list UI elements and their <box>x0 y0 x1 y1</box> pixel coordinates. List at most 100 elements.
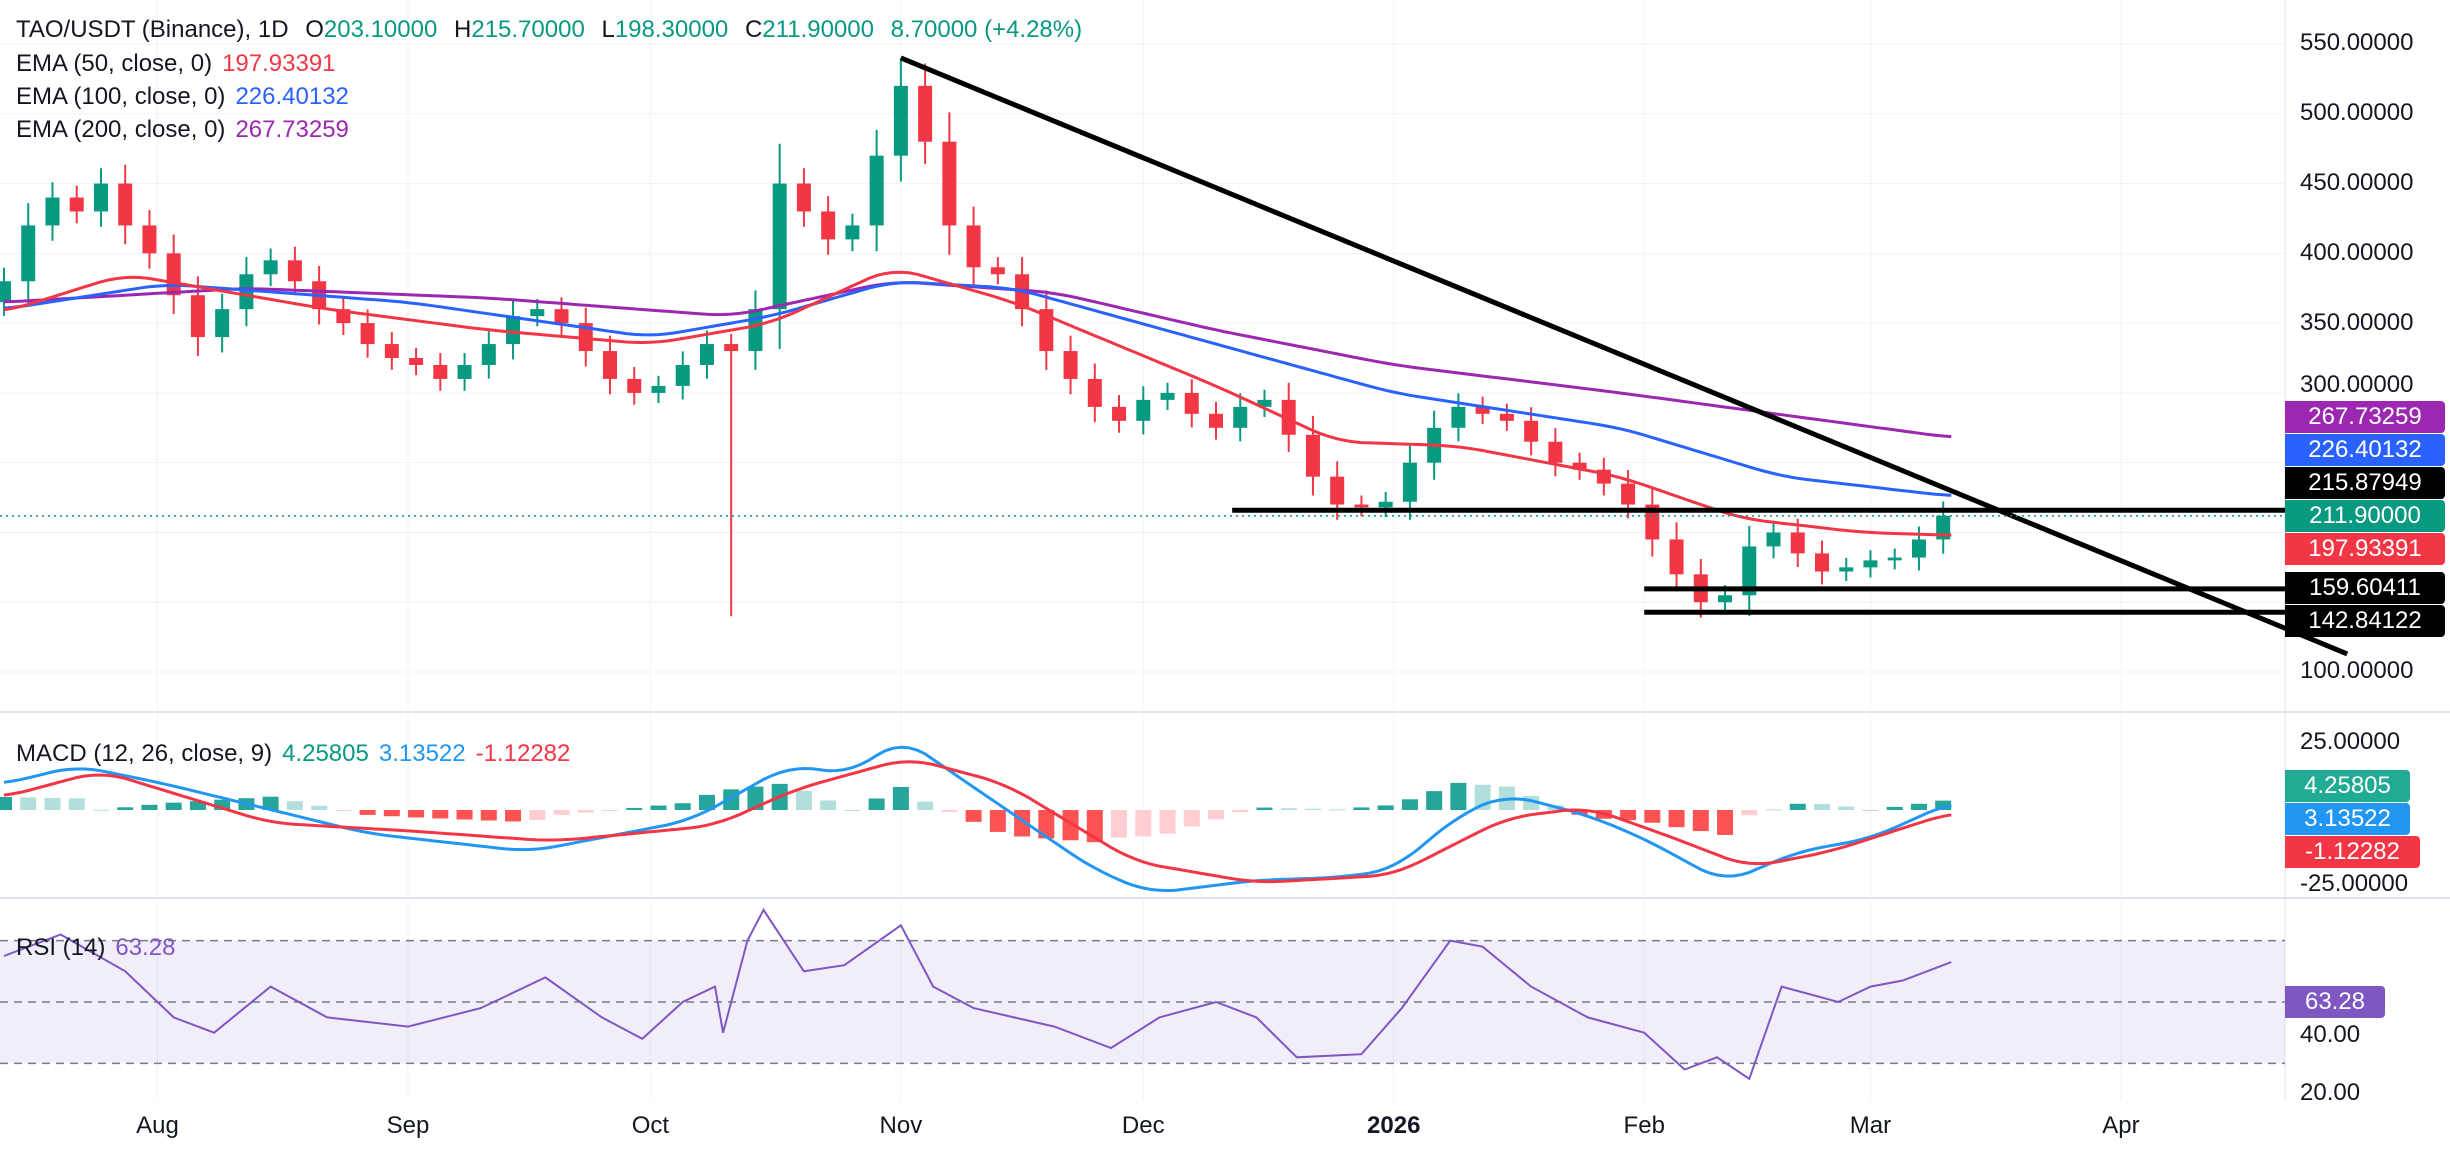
candle-body <box>142 225 157 254</box>
ema200-label: EMA (200, close, 0) <box>16 116 226 143</box>
macd-histogram-bar <box>1644 810 1661 823</box>
time-tick: Feb <box>1623 1112 1665 1139</box>
macd-histogram-bar <box>1789 803 1806 810</box>
candle-body <box>1039 309 1054 352</box>
time-tick: Sep <box>386 1112 430 1139</box>
macd-histogram-bar <box>553 810 570 815</box>
candle-body <box>1402 462 1417 502</box>
macd-histogram-bar <box>1862 810 1879 811</box>
low-label: L <box>601 16 615 43</box>
candle-body <box>21 225 36 282</box>
macd-histogram-bar <box>165 802 182 810</box>
ema200-line <box>3 281 1952 439</box>
macd-histogram-bar <box>1620 810 1637 821</box>
change-value: 8.70000 (+4.28%) <box>890 16 1083 43</box>
macd-histogram-bar <box>1935 800 1952 810</box>
macd-histogram-bar <box>1814 804 1830 810</box>
candle-body <box>1742 546 1757 596</box>
ema200-legend[interactable]: EMA (200, close, 0) 267.73259 <box>16 116 359 144</box>
open-value: 203.10000 <box>323 16 438 43</box>
candle-body <box>772 183 787 310</box>
macd-histogram-bar <box>68 798 85 810</box>
price-tick: 300.00000 <box>2300 371 2414 398</box>
rsi-badge: 63.28 <box>2285 986 2385 1018</box>
candle-body <box>1257 399 1272 407</box>
price-tick: 100.00000 <box>2300 657 2414 684</box>
macd-histogram-bar <box>92 809 109 811</box>
macd-histogram-bar <box>1183 810 1200 827</box>
ema100-value: 226.40132 <box>235 83 349 110</box>
symbol-legend: TAO/USDT (Binance), 1D O203.10000 H215.7… <box>16 16 1092 44</box>
candle-body <box>699 344 714 365</box>
candle-body <box>1330 476 1345 505</box>
ema100-legend[interactable]: EMA (100, close, 0) 226.40132 <box>16 83 359 111</box>
candle-body <box>1087 378 1102 407</box>
candle-body <box>845 225 860 240</box>
macd-histogram-bar <box>1450 782 1467 810</box>
macd-histogram-bar <box>892 786 909 810</box>
candle-body <box>1887 557 1902 561</box>
candle-body <box>1572 462 1587 470</box>
rsi-tick: 20.00 <box>2300 1079 2361 1106</box>
close-label: C <box>744 16 763 43</box>
time-tick: Apr <box>2102 1112 2140 1139</box>
macd-histogram-bar <box>1353 807 1370 810</box>
ema50-legend[interactable]: EMA (50, close, 0) 197.93391 <box>16 50 346 78</box>
candle-body <box>1839 567 1854 572</box>
macd-histogram-bar <box>141 804 158 810</box>
macd-histogram-bar <box>335 810 352 811</box>
support2-price-badge: 142.84122 <box>2285 605 2445 637</box>
rsi-tick: 40.00 <box>2300 1021 2361 1048</box>
macd-histogram-bar <box>917 801 934 810</box>
macd-histogram-bar <box>408 810 425 818</box>
candle-body <box>1524 420 1539 442</box>
time-tick: Aug <box>136 1112 179 1139</box>
macd-histogram-bar <box>1838 806 1855 810</box>
macd-histogram-bar <box>650 805 667 810</box>
time-tick: Mar <box>1849 1112 1892 1139</box>
macd-histogram-bar <box>117 807 134 810</box>
candle-body <box>1281 399 1296 435</box>
macd-histogram-bar <box>1159 810 1176 834</box>
candle-body <box>433 364 448 379</box>
candle-body <box>1475 406 1490 414</box>
macd-hist-badge: 4.25805 <box>2285 770 2410 802</box>
rsi-legend[interactable]: RSI (14) 63.28 <box>16 934 185 962</box>
candle-body <box>1451 406 1466 428</box>
candle-body <box>360 323 375 345</box>
ema200-value: 267.73259 <box>235 116 349 143</box>
candle-body <box>190 295 205 338</box>
ema50-label: EMA (50, close, 0) <box>16 50 213 77</box>
trendline <box>899 55 2349 657</box>
macd-histogram-bar <box>505 810 522 822</box>
price-tick: 450.00000 <box>2300 169 2414 196</box>
candle-body <box>966 225 981 268</box>
candle-body <box>263 260 278 275</box>
candle-body <box>1766 532 1781 547</box>
candle-body <box>1233 406 1248 428</box>
macd-histogram-bar <box>1426 791 1443 810</box>
candle-body <box>1911 539 1926 558</box>
price-tick: 550.00000 <box>2300 29 2414 56</box>
macd-histogram-bar <box>674 803 691 810</box>
candle-body <box>215 309 230 338</box>
candle-body <box>1378 501 1393 508</box>
candle-body <box>603 351 617 379</box>
macd-histogram-bar <box>1232 810 1249 813</box>
low-value: 198.30000 <box>614 16 729 43</box>
last-price-badge: 211.90000 <box>2285 500 2445 532</box>
candle-body <box>1863 560 1878 568</box>
macd-legend[interactable]: MACD (12, 26, close, 9) 4.25805 3.13522 -1.… <box>16 740 580 768</box>
candle-body <box>748 309 763 352</box>
macd-histogram-bar <box>1304 808 1321 810</box>
macd-histogram-bar <box>456 810 473 820</box>
macd-histogram-bar <box>941 810 958 812</box>
macd-label: MACD (12, 26, close, 9) <box>16 740 273 767</box>
candle-body <box>69 197 84 212</box>
macd-histogram-bar <box>189 801 206 810</box>
macd-histogram-bar <box>1401 799 1418 810</box>
macd-signal-line <box>3 760 1952 884</box>
macd-histogram-bar <box>529 810 546 820</box>
close-value: 211.90000 <box>762 16 874 43</box>
